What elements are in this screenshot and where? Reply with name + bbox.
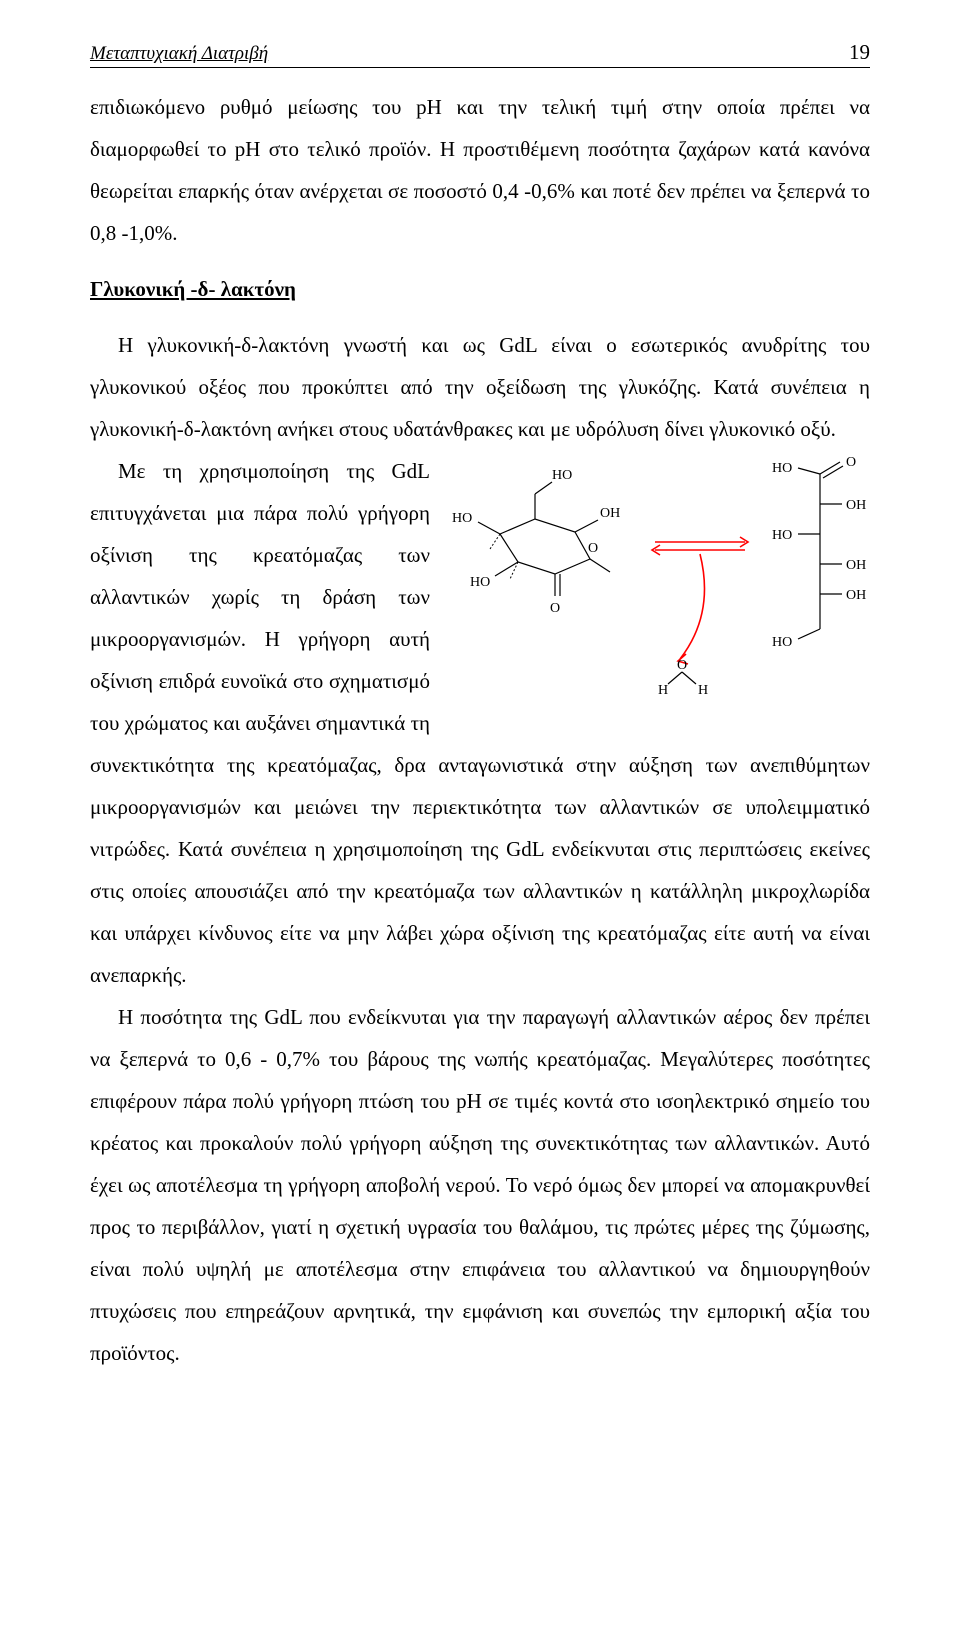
section-heading: Γλυκονική -δ- λακτόνη — [90, 268, 870, 310]
paragraph-2-block: Η γλυκονική-δ-λακτόνη γνωστή και ως GdL … — [90, 324, 870, 996]
paragraph-2-side-text: Με τη χρησιμοποίηση της GdL επιτυγχάνετα… — [90, 459, 430, 693]
label-h-right: H — [698, 683, 708, 698]
label-ho-top: HO — [552, 468, 572, 483]
label-lin-o-top: O — [846, 455, 856, 470]
equilibrium-arrow — [652, 537, 748, 664]
label-o-water: O — [677, 658, 687, 673]
label-ho-left2: HO — [470, 575, 490, 590]
paragraph-2-intro: Η γλυκονική-δ-λακτόνη γνωστή και ως GdL … — [90, 324, 870, 450]
label-lin-ho-bottom: HO — [772, 635, 792, 650]
label-o-bottom: O — [550, 601, 560, 616]
label-lin-oh-3: OH — [846, 558, 866, 573]
header-page-number: 19 — [849, 40, 870, 65]
chemical-structure-figure: HO HO HO OH O O — [440, 454, 870, 724]
label-h-left: H — [658, 683, 668, 698]
label-o-ring: O — [588, 541, 598, 556]
page: Μεταπτυχιακή Διατριβή 19 επιδιωκόμενο ρυ… — [0, 0, 960, 1428]
label-lin-oh-4: OH — [846, 588, 866, 603]
header-title: Μεταπτυχιακή Διατριβή — [90, 43, 268, 65]
chemical-structure-svg: HO HO HO OH O O — [440, 454, 870, 724]
linear-structure — [798, 462, 843, 639]
label-lin-oh-1: OH — [846, 498, 866, 513]
label-oh-right: OH — [600, 506, 620, 521]
label-lin-ho-top: HO — [772, 461, 792, 476]
paragraph-3: Η ποσότητα της GdL που ενδείκνυται για τ… — [90, 996, 870, 1374]
label-lin-ho-2: HO — [772, 528, 792, 543]
water-molecule — [668, 672, 696, 684]
paragraph-1: επιδιωκόμενο ρυθμό μείωσης του pH και τη… — [90, 86, 870, 254]
page-header: Μεταπτυχιακή Διατριβή 19 — [90, 40, 870, 68]
label-ho-left1: HO — [452, 511, 472, 526]
cyclic-structure — [478, 482, 610, 596]
